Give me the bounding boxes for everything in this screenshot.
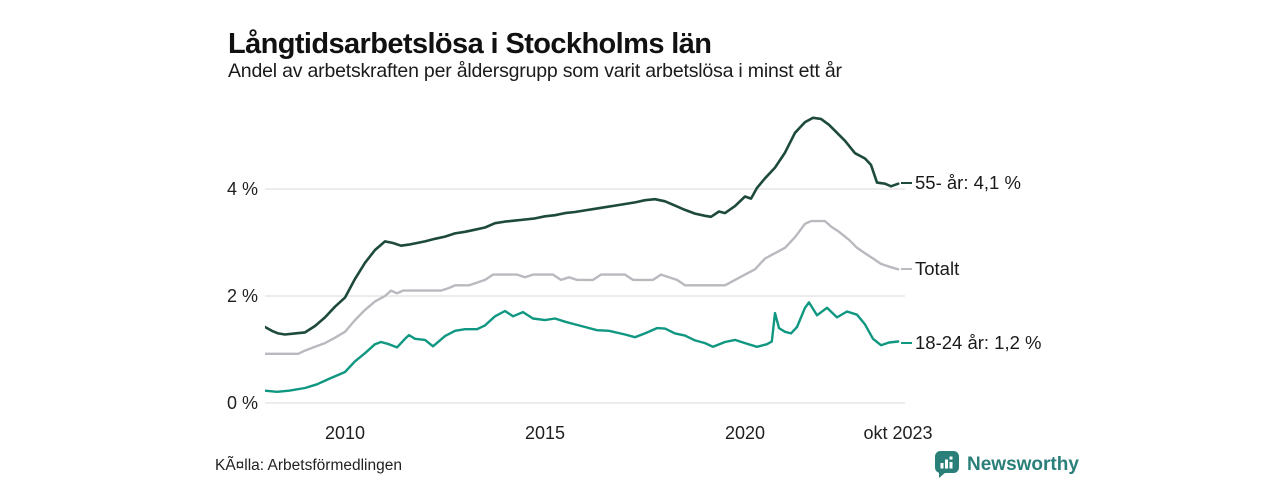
series-connector-dash bbox=[901, 342, 912, 344]
page-title: Långtidsarbetslösa i Stockholms län bbox=[228, 28, 712, 61]
line-chart-plot bbox=[265, 116, 905, 404]
x-tick-2015: 2015 bbox=[524, 423, 566, 443]
series-label-totalt: Totalt bbox=[901, 258, 959, 280]
x-tick-okt-2023: okt 2023 bbox=[863, 423, 933, 443]
series-label-text: 55- år: 4,1 % bbox=[915, 172, 1021, 193]
y-tick-2pct: 2 % bbox=[226, 286, 258, 306]
series-connector-dash bbox=[901, 268, 912, 270]
x-tick-2010: 2010 bbox=[324, 423, 366, 443]
series-label-text: 18-24 år: 1,2 % bbox=[915, 332, 1042, 353]
series-connector-dash bbox=[901, 182, 912, 184]
series-label-text: Totalt bbox=[915, 258, 960, 279]
page-subtitle: Andel av arbetskraften per åldersgrupp s… bbox=[228, 60, 842, 82]
series-line-18-24år bbox=[265, 301, 900, 393]
source-note: KÃ¤lla: Arbetsförmedlingen bbox=[215, 457, 402, 474]
y-tick-4pct: 4 % bbox=[226, 179, 258, 199]
newsworthy-brand: Newsworthy bbox=[935, 451, 1079, 478]
series-line-55-år bbox=[265, 116, 900, 336]
newsworthy-logo-icon bbox=[935, 451, 959, 478]
series-label-55-plus: 55- år: 4,1 % bbox=[901, 172, 1021, 194]
x-tick-2020: 2020 bbox=[724, 423, 766, 443]
series-label-18-24: 18-24 år: 1,2 % bbox=[901, 332, 1042, 354]
brand-name: Newsworthy bbox=[967, 453, 1079, 475]
y-tick-0pct: 0 % bbox=[226, 393, 258, 413]
series-line-Totalt bbox=[265, 219, 900, 356]
